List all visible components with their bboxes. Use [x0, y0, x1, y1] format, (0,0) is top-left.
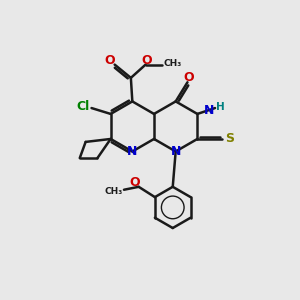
- Text: O: O: [184, 71, 194, 84]
- Text: O: O: [129, 176, 140, 189]
- Text: S: S: [225, 133, 234, 146]
- Text: N: N: [127, 145, 137, 158]
- Text: Cl: Cl: [77, 100, 90, 113]
- Text: O: O: [142, 54, 152, 67]
- Text: N: N: [204, 104, 214, 117]
- Text: CH₃: CH₃: [104, 187, 123, 196]
- Text: N: N: [170, 145, 181, 158]
- Text: O: O: [104, 54, 115, 67]
- Text: CH₃: CH₃: [164, 58, 182, 68]
- Text: H: H: [216, 102, 225, 112]
